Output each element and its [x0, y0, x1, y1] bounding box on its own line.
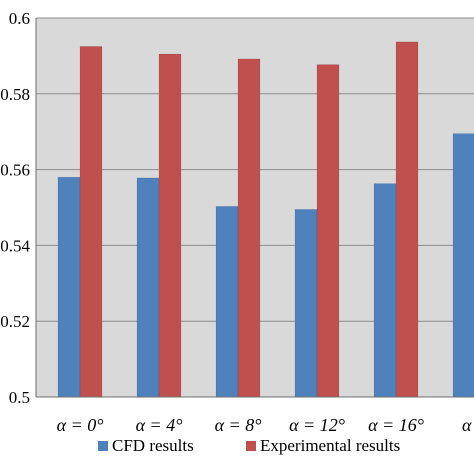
- bar-cfd-4: [373, 183, 397, 398]
- bar-experimental-4: [395, 41, 419, 398]
- category-label: α = 8°: [215, 415, 262, 435]
- bar-experimental-3: [316, 64, 340, 398]
- category-label: α = 12°: [289, 415, 345, 435]
- bar-experimental-2: [237, 58, 261, 398]
- y-tick-label: 0.56: [0, 161, 30, 180]
- category-label: α = 16°: [368, 415, 424, 435]
- bar-experimental-1: [158, 53, 182, 398]
- category-label: α =: [462, 415, 474, 435]
- bar-cfd-2: [215, 206, 239, 398]
- legend-swatch-experimental: [246, 441, 256, 451]
- bar-cfd-5: [452, 133, 474, 398]
- y-tick-label: 0.6: [9, 9, 30, 28]
- legend-swatch-cfd: [98, 441, 108, 451]
- bar-cfd-0: [57, 176, 81, 398]
- y-tick-label: 0.58: [0, 85, 30, 104]
- y-tick-label: 0.52: [0, 312, 30, 331]
- y-tick-label: 0.5: [9, 388, 30, 407]
- bar-cfd-3: [294, 209, 318, 398]
- bar-cfd-1: [136, 177, 160, 398]
- legend-label-cfd: CFD results: [112, 436, 194, 455]
- category-label: α = 0°: [57, 415, 104, 435]
- bar-experimental-0: [79, 46, 103, 398]
- category-label: α = 4°: [136, 415, 183, 435]
- y-tick-label: 0.54: [0, 236, 30, 255]
- legend-label-experimental: Experimental results: [260, 436, 400, 455]
